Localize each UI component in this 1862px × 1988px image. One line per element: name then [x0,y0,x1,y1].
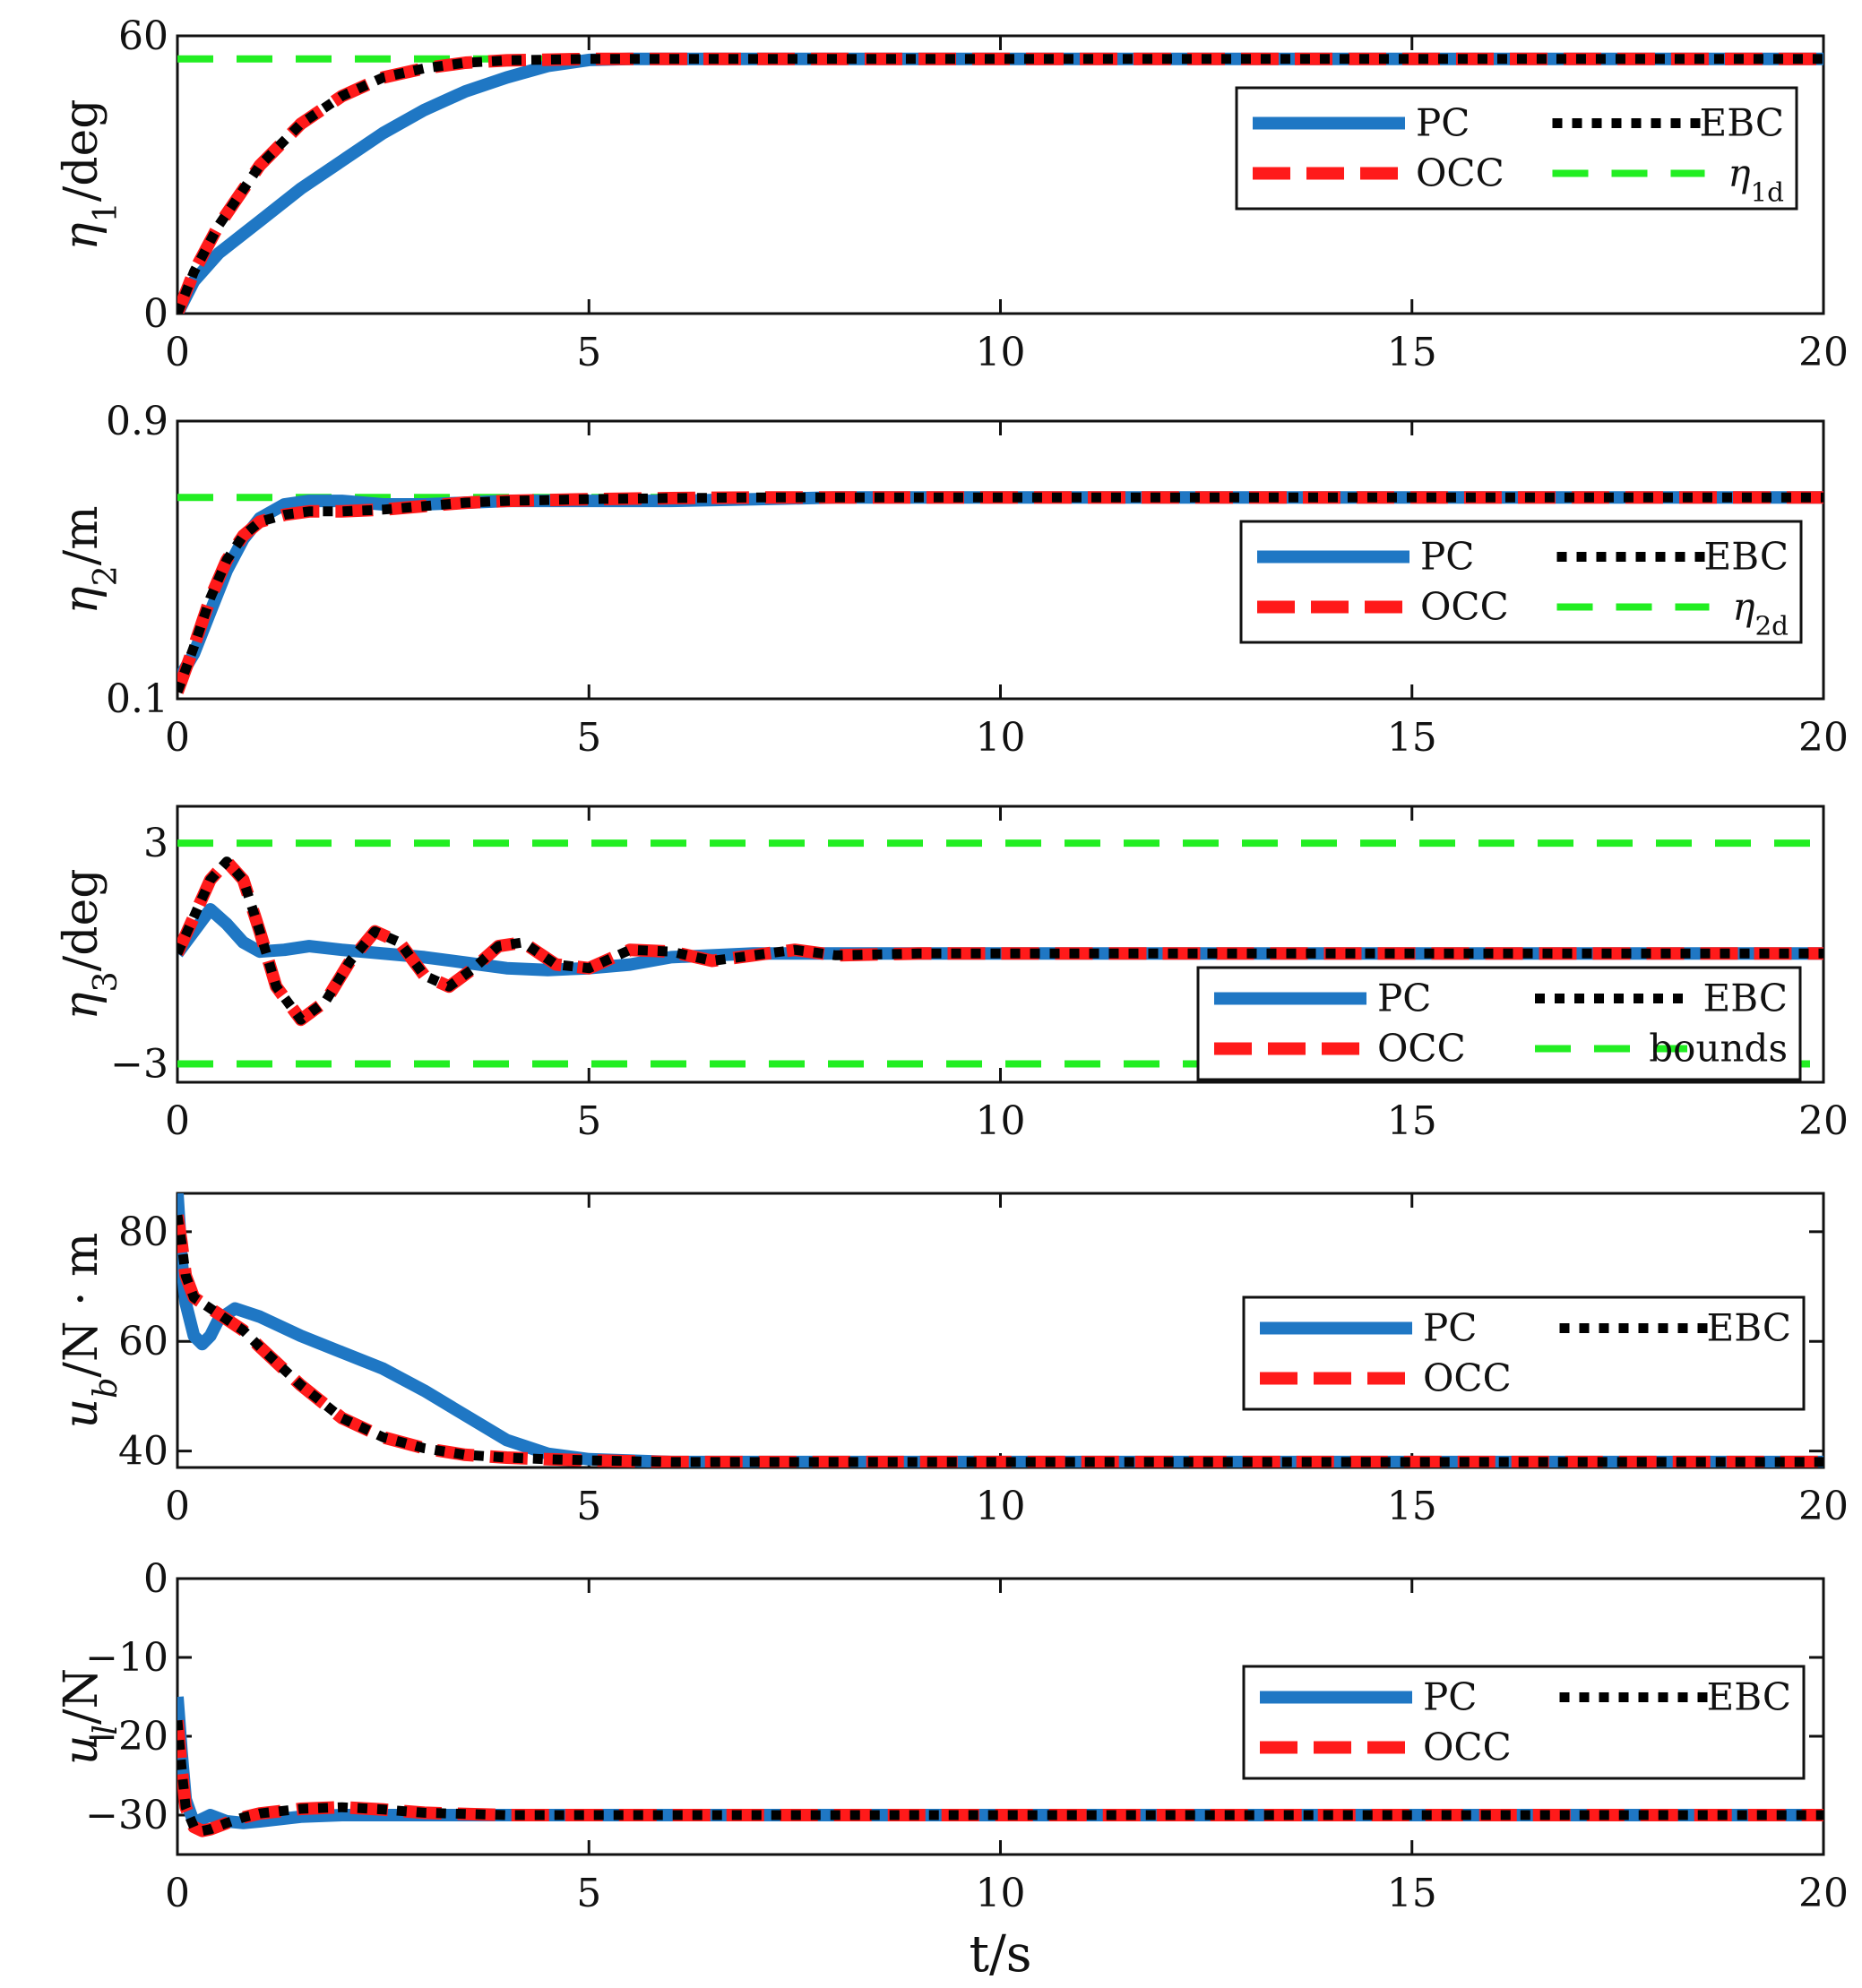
x-tick-label: 15 [1387,1484,1437,1529]
y-tick-label: 0.9 [106,399,168,444]
x-tick-label: 5 [576,1098,601,1144]
legend-label-ebc: EBC [1707,1675,1791,1719]
x-tick-label: 5 [576,330,601,375]
x-tick-label: 20 [1798,1871,1849,1916]
y-axis-label: ub/N · m [55,1233,125,1429]
series-layer [177,52,1823,314]
legend-label-ebc: EBC [1703,977,1788,1020]
x-tick-label: 0 [165,1871,190,1916]
y-tick-label: 0 [143,291,168,337]
y-tick-label: 60 [118,13,168,59]
y-tick-label: 0 [143,1556,168,1602]
legend-box [1242,1665,1806,1780]
x-tick-label: 15 [1387,1098,1437,1144]
series-line-ebc [177,1719,1823,1837]
series-layer [177,1696,1823,1837]
x-tick-label: 15 [1387,715,1437,761]
series-layer [177,491,1823,694]
y-axis-label: ul/N [55,1668,125,1765]
legend-label-ebc: EBC [1700,101,1784,145]
x-tick-label: 10 [976,715,1026,761]
legend-label-occ: OCC [1420,585,1509,629]
legend-label-ebc: EBC [1707,1306,1791,1350]
y-tick-label: 3 [143,821,168,866]
y-axis-label-group: ub/N · m [55,1233,125,1429]
series-line-ebc [177,492,1823,694]
x-tick-label: 0 [165,715,190,761]
legend-label-ref: η2d [1732,585,1789,641]
panel-2: 0 5 10 15 20 0.1 0.9 η2/m PC EBC OCC η2d [55,399,1849,761]
x-tick-label: 5 [576,1484,601,1529]
x-tick-label: 15 [1387,1871,1437,1916]
legend-box [1235,86,1798,211]
x-tick-label: 20 [1798,715,1849,761]
x-tick-label: 20 [1798,330,1849,375]
legend-label-occ: OCC [1423,1726,1512,1769]
y-tick-label: 60 [118,1319,168,1364]
panel-1: 0 5 10 15 20 0 60 η1/deg PC EBC OCC η1d [55,13,1849,375]
y-axis-label: η1/deg [55,99,125,250]
x-tick-label: 0 [165,1098,190,1144]
x-tick-label: 5 [576,715,601,761]
legend: PC EBC OCC [1242,1665,1806,1780]
y-tick-label: −10 [85,1635,168,1681]
legend: PC EBC OCC η2d [1239,520,1803,644]
x-tick-label: 5 [576,1871,601,1916]
legend-box [1196,966,1802,1081]
y-tick-label: −30 [85,1793,168,1838]
legend: PC EBC OCC bounds [1196,966,1802,1081]
legend-box [1242,1295,1806,1411]
legend-label-ebc: EBC [1704,535,1789,579]
y-axis-label-group: η1/deg [55,99,125,250]
series-line-pc [177,903,1823,977]
y-axis-label: η2/m [55,505,125,614]
y-tick-label: −3 [110,1041,168,1087]
panel-5: 0 5 10 15 20 −30 −20 −10 0 ul/N PC EBC OCC [55,1556,1849,1916]
x-tick-label: 20 [1798,1484,1849,1529]
y-tick-label: 80 [118,1209,168,1255]
legend-label-pc: PC [1423,1306,1477,1350]
y-axis-label-group: η3/deg [55,868,125,1020]
legend: PC EBC OCC [1242,1295,1806,1411]
series-line-occ [177,855,1823,1027]
panel-3: 0 5 10 15 20 −3 3 η3/deg PC EBC OCC bounds [55,805,1849,1144]
x-axis-label: t/s [969,1925,1031,1984]
series-line-ebc [177,1214,1823,1467]
legend-label-occ: OCC [1416,151,1504,195]
y-tick-label: 0.1 [106,676,168,722]
x-tick-label: 15 [1387,330,1437,375]
legend: PC EBC OCC η1d [1235,86,1798,211]
legend-label-pc: PC [1420,535,1474,579]
x-tick-label: 0 [165,330,190,375]
legend-label-pc: PC [1423,1675,1477,1719]
legend-label-pc: PC [1377,977,1431,1020]
y-axis-label-group: η2/m [55,505,125,614]
x-tick-label: 20 [1798,1098,1849,1144]
x-tick-label: 0 [165,1484,190,1529]
x-tick-label: 10 [976,1871,1026,1916]
legend-label-occ: OCC [1423,1356,1512,1400]
legend-label-ref: bounds [1649,1027,1788,1071]
legend-label-occ: OCC [1377,1027,1466,1071]
y-tick-label: 40 [118,1429,168,1475]
y-axis-label-group: ul/N [55,1668,125,1765]
x-tick-label: 10 [976,1098,1026,1144]
legend-label-ref: η1d [1728,151,1784,208]
x-tick-label: 10 [976,330,1026,375]
x-tick-label: 10 [976,1484,1026,1529]
legend-box [1239,520,1803,644]
series-line-ebc [177,54,1823,314]
legend-label-pc: PC [1416,101,1470,145]
series-layer [177,1193,1823,1467]
y-axis-label: η3/deg [55,868,125,1020]
y-tick-label: −20 [85,1714,168,1760]
